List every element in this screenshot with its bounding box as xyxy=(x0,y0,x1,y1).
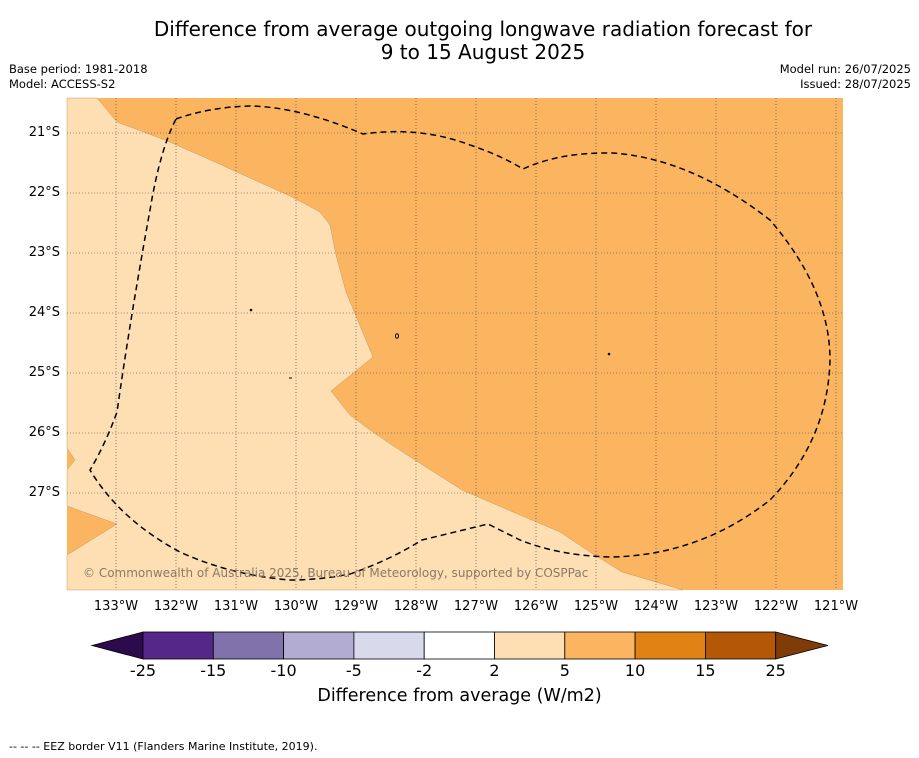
copyright-text: © Commonwealth of Australia 2025, Bureau… xyxy=(83,566,588,580)
base-period-text: Base period: 1981-2018 xyxy=(9,62,148,76)
colorbar-tick-label: -25 xyxy=(129,661,157,680)
lat-label: 27°S xyxy=(28,485,60,500)
grid-lon xyxy=(115,98,837,590)
colorbar xyxy=(90,631,829,660)
lon-label: 125°W xyxy=(573,599,619,614)
info-left: Base period: 1981-2018 Model: ACCESS-S2 xyxy=(9,62,148,92)
lon-label: 124°W xyxy=(633,599,679,614)
colorbar-segment xyxy=(634,631,706,660)
colorbar-segment xyxy=(423,631,495,660)
colorbar-segment xyxy=(212,631,285,660)
colorbar-tick-label: -10 xyxy=(270,661,297,680)
colorbar-tick-label: 5 xyxy=(559,661,570,680)
lat-label: 23°S xyxy=(28,245,60,260)
title-line-1: Difference from average outgoing longwav… xyxy=(153,17,813,41)
info-right: Model run: 26/07/2025 Issued: 28/07/2025 xyxy=(780,62,911,92)
colorbar-tick-label: -15 xyxy=(200,661,227,680)
colorbar-tick-label: -2 xyxy=(416,661,433,680)
lat-label: 21°S xyxy=(28,125,60,140)
lat-label: 25°S xyxy=(28,365,60,380)
lon-label: 133°W xyxy=(93,599,139,614)
region-2-to-5 xyxy=(66,97,684,591)
model-run-text: Model run: 26/07/2025 xyxy=(779,62,911,76)
lat-label: 26°S xyxy=(28,425,60,440)
lat-label: 22°S xyxy=(28,185,60,200)
lon-label: 126°W xyxy=(513,599,559,614)
islands xyxy=(249,308,611,379)
colorbar-segment xyxy=(142,631,214,660)
colorbar-label: Difference from average (W/m2) xyxy=(317,686,602,706)
grid-lat xyxy=(67,132,843,494)
lon-label: 122°W xyxy=(753,599,799,614)
colorbar-extend-high xyxy=(775,631,829,660)
lon-label: 127°W xyxy=(453,599,499,614)
footer-note: -- -- -- EEZ border V11 (Flanders Marine… xyxy=(9,740,318,753)
lon-label: 121°W xyxy=(813,599,859,614)
lon-label: 132°W xyxy=(153,599,199,614)
chart-title: Difference from average outgoing longwav… xyxy=(0,18,919,64)
model-text: Model: ACCESS-S2 xyxy=(9,77,116,91)
colorbar-segment xyxy=(705,631,777,660)
colorbar-tick-label: 10 xyxy=(624,661,646,680)
colorbar-segment xyxy=(353,631,425,660)
colorbar-tick-label: 15 xyxy=(695,661,716,680)
map-area: © Commonwealth of Australia 2025, Bureau… xyxy=(66,97,843,591)
lon-label: 123°W xyxy=(693,599,739,614)
colorbar-extend-low xyxy=(90,631,144,660)
colorbar-tick-label: 25 xyxy=(765,661,786,680)
lon-label: 130°W xyxy=(273,599,319,614)
colorbar-tick-label: -5 xyxy=(345,661,362,680)
eez-border-line xyxy=(89,105,831,581)
colorbar-segment xyxy=(283,631,355,660)
lon-label: 129°W xyxy=(333,599,379,614)
issued-text: Issued: 28/07/2025 xyxy=(800,77,911,91)
colorbar-tick-label: 2 xyxy=(489,661,500,680)
lon-label: 131°W xyxy=(213,599,259,614)
colorbar-segment xyxy=(564,631,636,660)
lat-label: 24°S xyxy=(28,305,60,320)
title-line-2: 9 to 15 August 2025 xyxy=(380,40,586,64)
lon-label: 128°W xyxy=(393,599,439,614)
colorbar-segment xyxy=(494,631,566,660)
